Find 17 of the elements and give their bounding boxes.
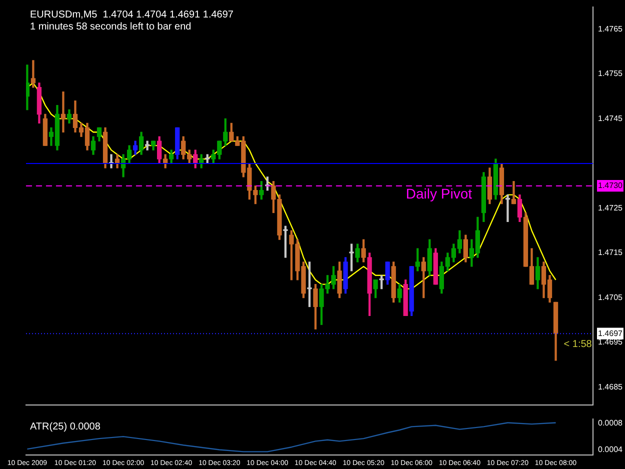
y-tick-label: 1.4725 — [598, 203, 624, 212]
y-tick-label: 1.4697 — [598, 328, 624, 338]
y-tick-label: 0.0004 — [598, 444, 624, 454]
text: 1 minutes 58 seconds left to bar end — [30, 22, 192, 33]
chart-title: ATR(25) 0.0008 — [30, 422, 101, 433]
y-tick-label: 1.4695 — [598, 338, 624, 347]
ref-line-label: Daily Pivot — [406, 186, 472, 202]
chart-title: EURUSDm,M5 1.4704 1.4704 1.4691 1.4697 — [30, 10, 234, 21]
y-tick-label: 1.4715 — [598, 248, 624, 258]
y-tick-label: 1.4745 — [598, 114, 624, 123]
y-tick-label: 1.4755 — [598, 69, 624, 78]
y-tick-label: 1.4730 — [598, 181, 624, 190]
annotation: < 1:58 — [564, 338, 592, 350]
y-tick-label: 1.4705 — [598, 292, 624, 302]
y-tick-label: 0.0008 — [598, 418, 624, 428]
y-tick-label: 1.4765 — [598, 24, 624, 34]
y-tick-label: 1.4685 — [598, 382, 624, 392]
